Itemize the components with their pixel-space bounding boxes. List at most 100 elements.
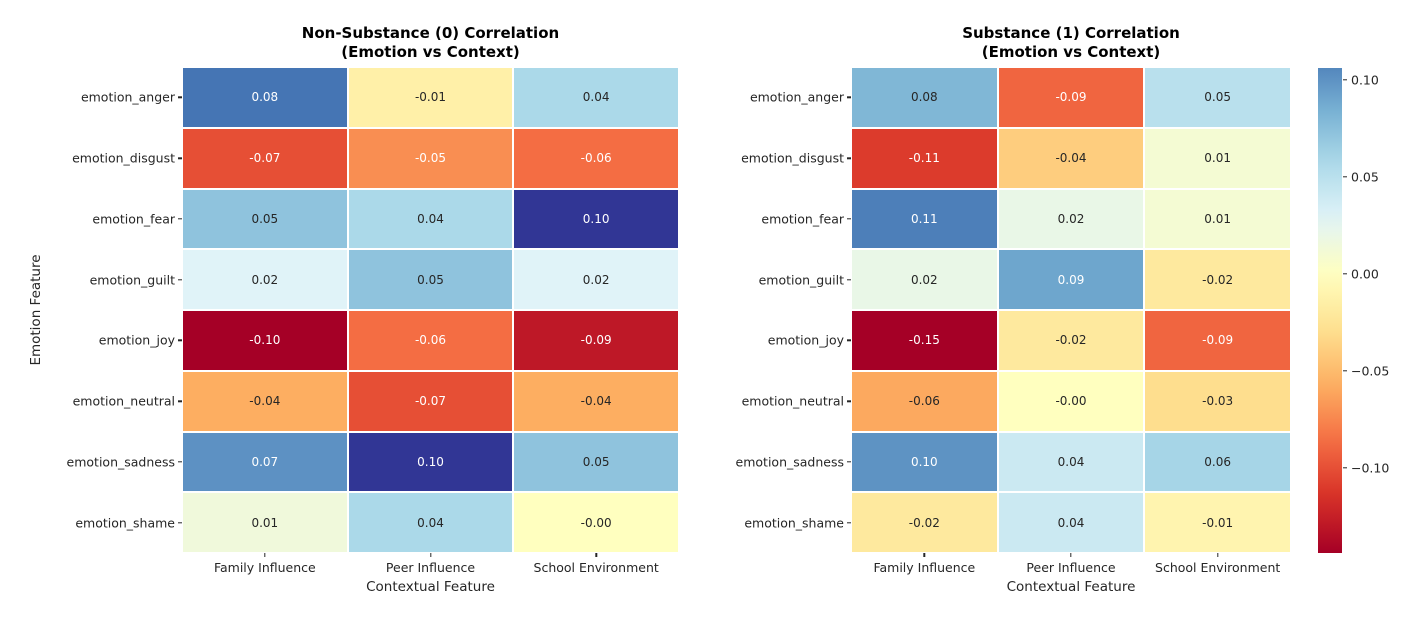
heatmap-cell: 0.11 [852,189,997,249]
y-tick-label: emotion_joy [767,332,844,348]
colorbar-tick-label: 0.00 [1351,266,1379,282]
y-tick-label: emotion_disgust [741,150,844,166]
y-tick-mark [178,157,182,159]
heatmap-cell: 0.02 [998,189,1144,249]
colorbar-tick-mark [1343,175,1347,178]
heatmap-cell: 0.10 [348,432,513,492]
heatmap-cell: 0.04 [998,493,1144,552]
x-tick-label: School Environment [1155,560,1281,575]
y-tick-mark [847,218,851,220]
heatmap-cell: -0.06 [348,311,513,370]
y-tick-mark [178,218,182,220]
y-tick-mark [847,521,851,524]
heatmap-cell: -0.02 [852,493,997,552]
colorbar-tick-mark [1343,369,1347,372]
y-tick-label: emotion_anger [749,89,844,105]
title-line-1: Non-Substance (0) Correlation [301,24,560,42]
colorbar-tick-mark [1343,272,1347,275]
heatmap-cell: 0.01 [1145,189,1290,249]
heatmap-cell: -0.11 [852,128,997,188]
y-tick-mark [178,96,182,99]
x-axis-label: Contextual Feature [1006,579,1136,595]
heatmap-cell: -0.09 [998,68,1144,127]
y-tick-mark [847,157,851,159]
colorbar-tick-mark [1343,466,1347,469]
heatmap-cell: -0.06 [852,371,997,431]
y-tick-label: emotion_sadness [735,454,844,470]
y-tick-mark [178,461,182,463]
x-tick-mark [595,553,597,557]
heatmap-cell: -0.02 [1145,250,1290,309]
x-tick-label: School Environment [533,560,659,575]
heatmap-cell: 0.10 [852,432,997,492]
colorbar-tick-label: 0.05 [1351,169,1379,185]
heatmap-cell: 0.04 [998,432,1144,492]
heatmap-cell: 0.08 [852,68,997,127]
heatmap-cell: -0.09 [514,311,678,370]
heatmap-cell: 0.01 [1145,128,1290,188]
heatmap-cell: -0.03 [1145,371,1290,431]
y-tick-mark [178,339,182,342]
heatmap-cell: -0.00 [998,371,1144,431]
y-tick-label: emotion_anger [80,89,175,105]
heatmap-cell: 0.08 [183,68,347,127]
y-tick-mark [178,521,182,524]
x-tick-mark [1070,553,1072,557]
heatmap-cell: 0.02 [852,250,997,309]
heatmap-cell: 0.10 [514,189,678,249]
y-tick-label: emotion_shame [75,515,175,531]
y-tick-label: emotion_guilt [758,272,844,288]
x-tick-label: Family Influence [213,560,316,575]
x-tick-label: Peer Influence [385,560,476,575]
y-tick-label: emotion_fear [761,211,844,227]
colorbar-tick-label: 0.10 [1351,72,1379,88]
heatmap-cell: -0.06 [514,128,678,188]
x-tick-mark [923,553,926,557]
heatmap-cell: -0.07 [348,371,513,431]
heatmap-cell: 0.04 [514,68,678,127]
plot-title-substance: Substance (1) Correlation (Emotion vs Co… [852,24,1290,62]
y-axis-label: Emotion Feature [28,254,44,366]
x-tick-label: Family Influence [873,560,976,575]
y-tick-label: emotion_sadness [66,454,175,470]
y-tick-mark [847,96,851,99]
y-tick-mark [847,278,851,281]
y-tick-label: emotion_neutral [72,393,175,409]
heatmap-cell: 0.01 [183,493,347,552]
heatmap-cell: 0.04 [348,493,513,552]
y-tick-mark [178,278,182,281]
y-tick-label: emotion_shame [744,515,844,531]
colorbar-tick-label: −0.10 [1351,460,1390,476]
heatmap-cell: -0.10 [183,311,347,370]
x-axis-label: Contextual Feature [366,579,495,595]
heatmap-cell: -0.07 [183,128,347,188]
y-tick-label: emotion_neutral [741,393,844,409]
y-tick-label: emotion_fear [92,211,175,227]
x-tick-mark [429,553,432,557]
heatmap-cell: 0.02 [514,250,678,309]
y-tick-label: emotion_guilt [89,272,175,288]
heatmap-cell: 0.05 [183,189,347,249]
heatmap-grid: 0.08 -0.09 0.05 -0.11 -0.04 0.01 0.11 0.02 0.01 0… [852,68,1290,552]
heatmap-cell: -0.01 [348,68,513,127]
y-tick-mark [178,400,182,402]
heatmap-cell: 0.05 [1145,68,1290,127]
heatmap-cell: -0.01 [1145,493,1290,552]
plot-title-non-substance: Non-Substance (0) Correlation (Emotion v… [183,24,678,62]
heatmap-cell: 0.06 [1145,432,1290,492]
y-tick-mark [847,339,851,342]
heatmap-cell: 0.02 [183,250,347,309]
heatmap-cell: -0.09 [1145,311,1290,370]
heatmap-substance: Substance (1) Correlation (Emotion vs Co… [736,24,1290,595]
colorbar-tick-mark [1343,78,1347,81]
heatmap-cell: 0.04 [348,189,513,249]
heatmap-cell: -0.02 [998,311,1144,370]
title-line-2: (Emotion vs Context) [341,43,520,61]
heatmap-cell: -0.00 [514,493,678,552]
x-tick-mark [264,553,266,557]
x-tick-mark [1216,553,1219,557]
heatmap-cell: -0.04 [998,128,1144,188]
title-line-1: Substance (1) Correlation [962,24,1180,42]
heatmap-cell: 0.05 [348,250,513,309]
